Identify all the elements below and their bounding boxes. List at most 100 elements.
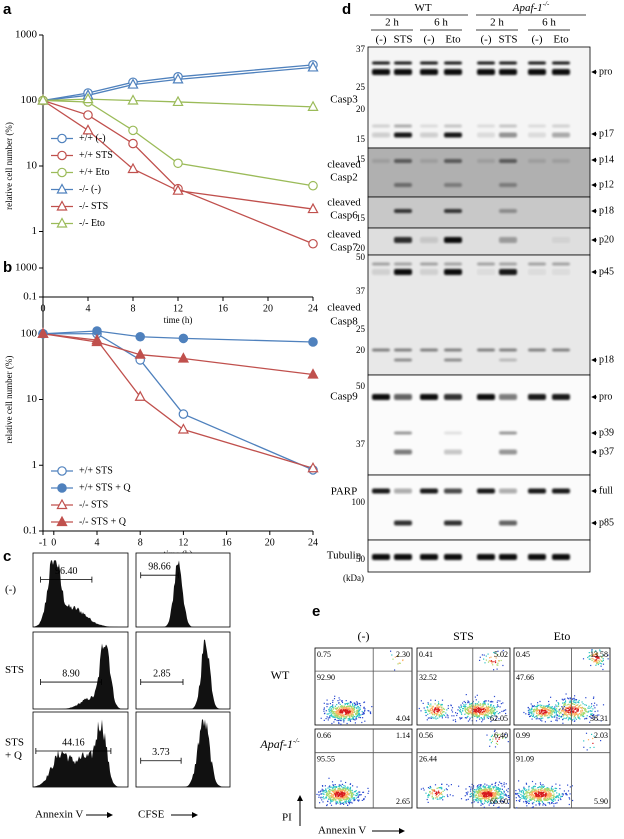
x-tick-label: 8 bbox=[138, 537, 143, 548]
flow-dot bbox=[548, 709, 550, 711]
flow-dot bbox=[600, 720, 602, 722]
flow-dot bbox=[573, 699, 575, 701]
flow-dot bbox=[330, 711, 332, 713]
flow-dot bbox=[546, 799, 548, 801]
flow-dot bbox=[467, 706, 469, 708]
x-tick-label: 20 bbox=[265, 537, 275, 548]
flow-dot bbox=[351, 802, 353, 804]
flow-dot bbox=[551, 706, 553, 708]
flow-dot bbox=[326, 804, 328, 807]
flow-dot bbox=[340, 799, 342, 802]
flow-dot bbox=[333, 714, 335, 716]
flow-dot bbox=[569, 798, 571, 800]
flow-dot bbox=[538, 786, 540, 788]
flow-dot bbox=[490, 716, 492, 718]
flow-dot bbox=[427, 717, 429, 719]
flow-dot bbox=[499, 700, 501, 702]
flow-dot bbox=[591, 649, 593, 651]
flow-dot bbox=[530, 711, 532, 713]
flow-dot bbox=[493, 695, 496, 698]
flow-dot bbox=[339, 789, 341, 791]
flow-dot bbox=[560, 798, 562, 801]
band bbox=[552, 269, 570, 275]
row-label: Apaf-1-/- bbox=[259, 737, 300, 751]
flow-dot bbox=[489, 802, 491, 804]
flow-dot bbox=[544, 721, 546, 723]
flow-dot bbox=[344, 790, 346, 792]
flow-dot bbox=[570, 706, 572, 708]
flow-dot bbox=[497, 664, 499, 666]
flow-dot bbox=[475, 709, 477, 711]
flow-dot bbox=[598, 660, 600, 662]
flow-dot bbox=[560, 795, 563, 798]
flow-dot bbox=[484, 799, 486, 801]
flow-dot bbox=[480, 713, 482, 715]
flow-dot bbox=[518, 780, 520, 782]
flow-dot bbox=[475, 710, 477, 713]
flow-dot bbox=[477, 705, 479, 707]
flow-dot bbox=[539, 712, 541, 714]
flow-dot bbox=[533, 798, 535, 800]
flow-dot bbox=[489, 787, 491, 789]
flow-dot bbox=[483, 792, 485, 794]
flow-dot bbox=[352, 717, 355, 719]
flow-dot bbox=[358, 795, 360, 797]
flow-dot bbox=[494, 713, 496, 715]
flow-dot bbox=[494, 795, 496, 797]
flow-dot bbox=[323, 793, 325, 795]
flow-dot bbox=[436, 796, 438, 798]
flow-dot bbox=[488, 660, 490, 662]
flow-dot bbox=[487, 706, 489, 709]
flow-dot bbox=[572, 708, 574, 710]
flow-dot bbox=[528, 713, 530, 715]
flow-dot bbox=[495, 792, 497, 794]
flow-dot bbox=[492, 707, 494, 709]
flow-dot bbox=[541, 720, 543, 722]
flow-dot bbox=[342, 705, 344, 707]
flow-dot bbox=[504, 798, 506, 801]
flow-dot bbox=[539, 786, 541, 788]
flow-dot bbox=[487, 714, 489, 716]
flow-dot bbox=[349, 800, 351, 802]
flow-dot bbox=[330, 708, 332, 710]
flow-dot bbox=[332, 787, 334, 789]
flow-dot bbox=[531, 790, 533, 792]
flow-dot bbox=[429, 705, 431, 707]
flow-dot bbox=[359, 791, 361, 793]
flow-dot bbox=[596, 652, 599, 654]
flow-dot bbox=[487, 786, 489, 789]
flow-dot bbox=[551, 802, 553, 804]
flow-dot bbox=[526, 792, 528, 795]
flow-dot bbox=[524, 793, 526, 795]
flow-dot bbox=[559, 716, 561, 718]
flow-dot bbox=[469, 705, 471, 708]
flow-dot bbox=[475, 797, 478, 799]
band bbox=[394, 431, 412, 435]
flow-dot bbox=[358, 716, 360, 719]
band bbox=[477, 488, 495, 494]
flow-dot bbox=[482, 705, 485, 707]
flow-dot bbox=[565, 792, 567, 794]
flow-dot bbox=[556, 795, 558, 798]
flow-dot bbox=[467, 720, 469, 722]
flow-dot bbox=[568, 706, 570, 708]
flow-dot bbox=[568, 717, 570, 719]
flow-dot bbox=[537, 798, 540, 800]
band bbox=[444, 159, 462, 163]
flow-dot bbox=[341, 794, 343, 797]
flow-dot bbox=[601, 656, 603, 659]
flow-dot bbox=[434, 790, 436, 792]
flow-dot bbox=[471, 708, 473, 710]
flow-dot bbox=[430, 707, 432, 709]
flow-dot bbox=[348, 803, 351, 805]
flow-dot bbox=[344, 710, 346, 712]
flow-dot bbox=[549, 715, 551, 717]
band bbox=[420, 237, 438, 243]
flow-dot bbox=[336, 719, 338, 722]
flow-dot bbox=[438, 790, 440, 792]
flow-dot bbox=[526, 790, 528, 793]
flow-dot bbox=[471, 711, 473, 713]
flow-dot bbox=[341, 796, 343, 798]
flow-dot bbox=[538, 713, 541, 716]
flow-dot bbox=[352, 706, 354, 708]
